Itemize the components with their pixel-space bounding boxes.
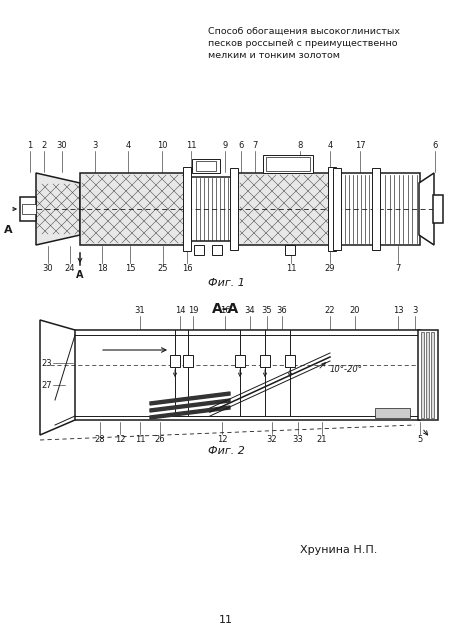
Text: 11: 11 — [185, 141, 196, 150]
Text: 23: 23 — [41, 358, 52, 367]
Bar — [259, 355, 269, 367]
Text: 3: 3 — [411, 306, 417, 315]
Text: 26: 26 — [154, 435, 165, 444]
Text: 8: 8 — [297, 141, 302, 150]
Text: 11: 11 — [219, 615, 232, 625]
Text: 30: 30 — [42, 264, 53, 273]
Bar — [285, 245, 295, 255]
Text: 19: 19 — [187, 306, 198, 315]
Text: Хрунина Н.П.: Хрунина Н.П. — [299, 545, 377, 555]
Text: 4: 4 — [125, 141, 130, 150]
Text: 30: 30 — [56, 141, 67, 150]
Text: 24: 24 — [64, 264, 75, 273]
Text: 10°-20°: 10°-20° — [329, 365, 362, 374]
Text: 1: 1 — [28, 141, 32, 150]
Text: 22: 22 — [324, 306, 335, 315]
Text: 13: 13 — [392, 306, 402, 315]
Bar — [379, 173, 419, 245]
Text: 16: 16 — [181, 264, 192, 273]
Bar — [265, 157, 309, 171]
Bar — [332, 168, 340, 250]
Bar — [196, 161, 216, 171]
Bar — [193, 245, 203, 255]
Text: 12: 12 — [216, 435, 227, 444]
Text: 31: 31 — [134, 306, 145, 315]
Bar — [262, 155, 312, 173]
Text: 32: 32 — [266, 435, 277, 444]
Bar — [335, 173, 374, 245]
Bar — [374, 408, 409, 418]
Text: 16: 16 — [219, 306, 230, 315]
Bar — [285, 355, 295, 367]
Text: 14: 14 — [175, 306, 185, 315]
Polygon shape — [36, 173, 80, 245]
Text: 11: 11 — [134, 435, 145, 444]
Bar — [170, 355, 179, 367]
Polygon shape — [150, 392, 230, 405]
Text: 7: 7 — [395, 264, 400, 273]
Polygon shape — [150, 399, 230, 412]
Bar — [425, 332, 428, 418]
Bar — [183, 167, 191, 251]
Text: 27: 27 — [41, 381, 52, 390]
Polygon shape — [150, 406, 230, 419]
Text: 28: 28 — [94, 435, 105, 444]
Text: 4: 4 — [327, 141, 332, 150]
Bar — [327, 167, 335, 251]
Text: 10: 10 — [156, 141, 167, 150]
Bar — [212, 245, 221, 255]
Bar — [430, 332, 433, 418]
Text: Способ обогащения высокоглинистых
песков россыпей с преимущественно
мелким и тон: Способ обогащения высокоглинистых песков… — [207, 27, 399, 60]
Text: 36: 36 — [276, 306, 287, 315]
Bar — [80, 173, 184, 245]
Bar — [432, 195, 442, 223]
Bar — [238, 173, 329, 245]
Text: А: А — [4, 225, 12, 235]
Text: 6: 6 — [238, 141, 243, 150]
Text: 7: 7 — [252, 141, 257, 150]
Text: Фиг. 1: Фиг. 1 — [207, 278, 244, 288]
Text: 25: 25 — [157, 264, 168, 273]
Text: 3: 3 — [92, 141, 97, 150]
Bar — [235, 355, 244, 367]
Text: Фиг. 2: Фиг. 2 — [207, 446, 244, 456]
Bar — [192, 159, 220, 173]
Text: 15: 15 — [124, 264, 135, 273]
Text: 5: 5 — [416, 435, 422, 444]
Polygon shape — [40, 320, 75, 435]
Bar — [20, 197, 36, 221]
Text: 34: 34 — [244, 306, 255, 315]
Text: А: А — [76, 270, 83, 280]
Polygon shape — [418, 173, 433, 245]
Text: А-А: А-А — [212, 302, 239, 316]
Bar — [417, 330, 437, 420]
Text: 18: 18 — [97, 264, 107, 273]
Text: 20: 20 — [349, 306, 359, 315]
Text: 9: 9 — [222, 141, 227, 150]
Bar — [420, 332, 423, 418]
Text: 35: 35 — [261, 306, 272, 315]
Text: 2: 2 — [41, 141, 46, 150]
Text: 12: 12 — [115, 435, 125, 444]
Text: 29: 29 — [324, 264, 335, 273]
Bar — [22, 204, 36, 214]
Bar — [230, 168, 238, 250]
Text: 21: 21 — [316, 435, 327, 444]
Text: 6: 6 — [431, 141, 437, 150]
Text: 17: 17 — [354, 141, 364, 150]
Bar — [371, 168, 379, 250]
Bar — [191, 177, 231, 241]
Text: 11: 11 — [285, 264, 295, 273]
Text: 33: 33 — [292, 435, 303, 444]
Bar — [183, 355, 193, 367]
